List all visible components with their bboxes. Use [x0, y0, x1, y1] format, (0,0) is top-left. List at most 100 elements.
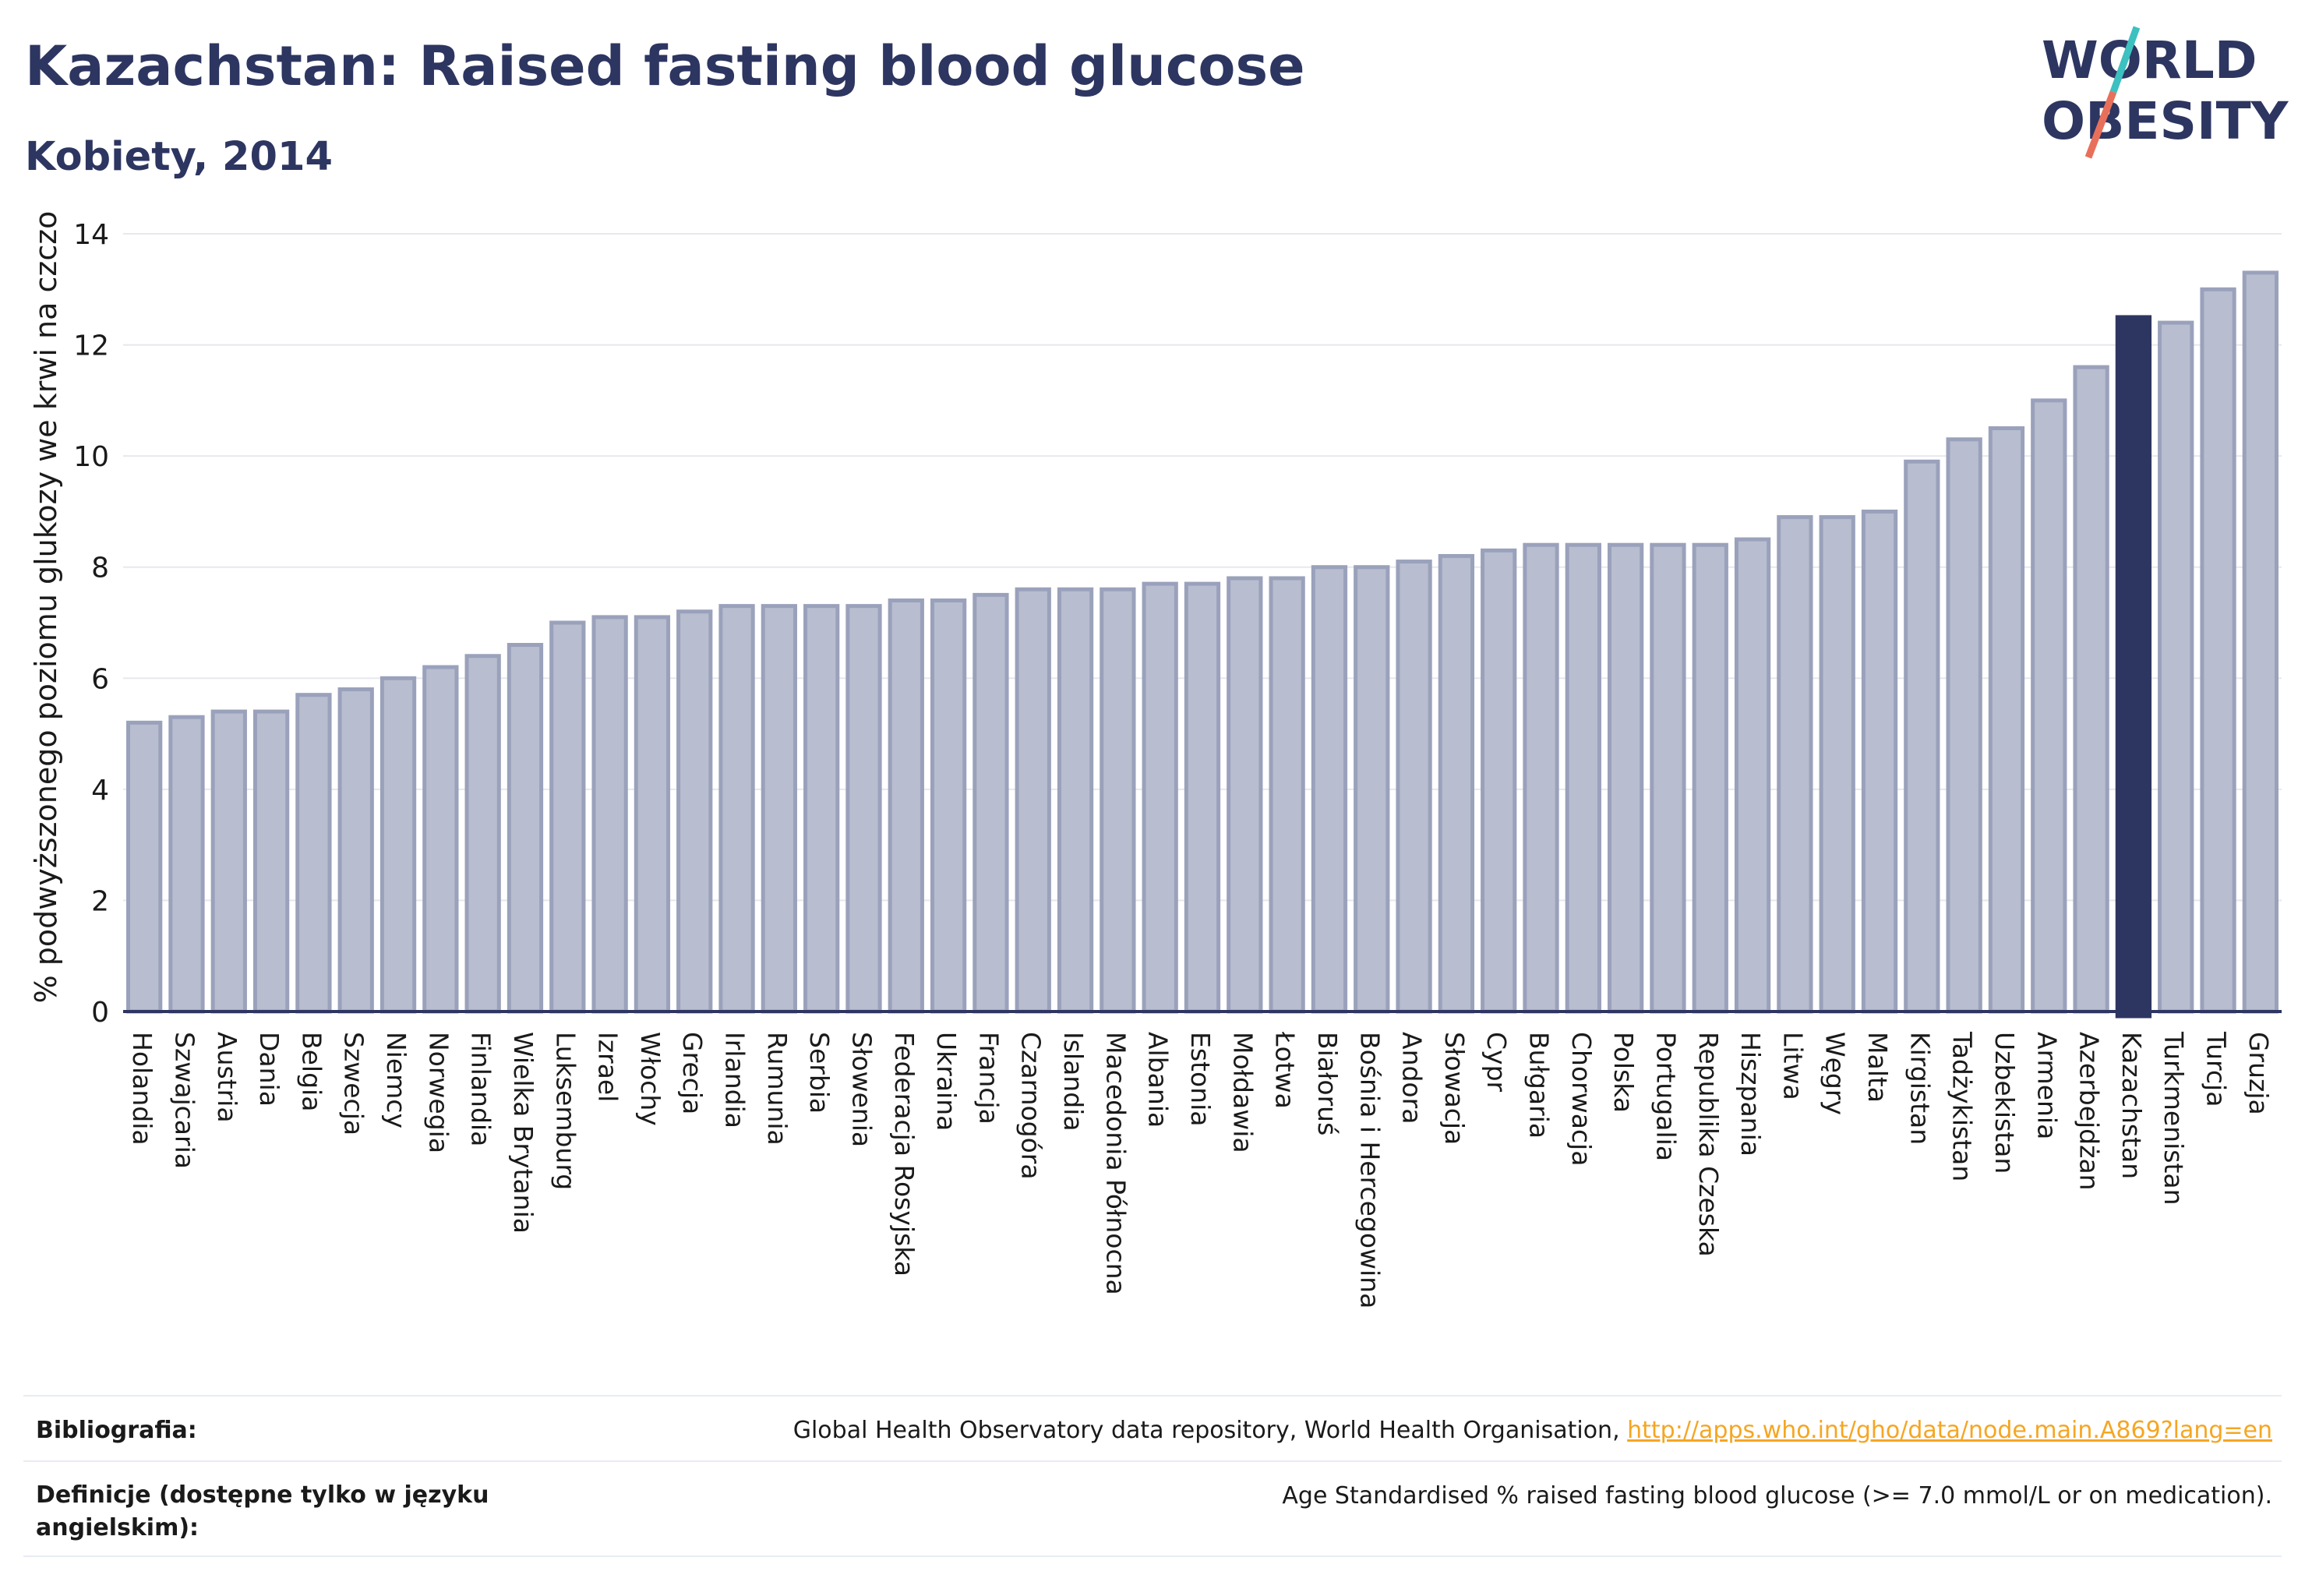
- x-tick-label: Irlandia: [720, 1032, 750, 1128]
- x-tick-label: Cypr: [1481, 1032, 1512, 1093]
- bar[interactable]: [1142, 581, 1178, 1014]
- x-tick-label: Białoruś: [1312, 1032, 1343, 1135]
- bar[interactable]: [1692, 542, 1728, 1014]
- y-tick-label: 8: [91, 553, 109, 584]
- bar[interactable]: [2158, 320, 2194, 1014]
- bar[interactable]: [252, 709, 290, 1014]
- x-tick-label: Łotwa: [1270, 1031, 1301, 1109]
- y-axis-label: % podwyższonego poziomu glukozy we krwi …: [29, 211, 63, 1004]
- x-tick-label: Włochy: [635, 1032, 665, 1126]
- bar[interactable]: [126, 720, 163, 1014]
- x-tick-label: Estonia: [1185, 1032, 1216, 1126]
- x-tick-label: Turkmenistan: [2159, 1031, 2189, 1206]
- x-tick-label: Armenia: [2031, 1032, 2062, 1139]
- bar[interactable]: [1523, 542, 1559, 1014]
- x-tick-label: Niemcy: [381, 1032, 411, 1128]
- x-tick-label: Gruzja: [2243, 1032, 2274, 1115]
- bar[interactable]: [2242, 270, 2279, 1014]
- logo-world-text: WORLD: [2042, 30, 2257, 90]
- y-tick-label: 10: [73, 441, 109, 473]
- bar[interactable]: [1481, 548, 1517, 1014]
- x-tick-label: Słowenia: [846, 1032, 877, 1147]
- bar[interactable]: [337, 687, 374, 1014]
- x-tick-label: Serbia: [804, 1032, 835, 1114]
- bar[interactable]: [930, 598, 967, 1014]
- bar[interactable]: [634, 615, 671, 1014]
- y-tick-label: 14: [73, 219, 109, 251]
- bar[interactable]: [845, 604, 882, 1014]
- bar[interactable]: [168, 715, 205, 1014]
- bar[interactable]: [1777, 515, 1813, 1014]
- bar[interactable]: [1650, 542, 1686, 1014]
- x-tick-label: Izrael: [593, 1032, 623, 1102]
- bar[interactable]: [1946, 437, 1982, 1014]
- bar[interactable]: [1396, 560, 1432, 1014]
- bar[interactable]: [676, 609, 713, 1014]
- bar[interactable]: [972, 592, 1009, 1014]
- bar-highlighted[interactable]: [2115, 315, 2152, 1019]
- bar[interactable]: [718, 604, 755, 1014]
- bar[interactable]: [2200, 287, 2236, 1014]
- bar[interactable]: [1861, 509, 1898, 1014]
- bar[interactable]: [803, 604, 840, 1014]
- bar[interactable]: [761, 604, 798, 1014]
- definitions-text: Age Standardised % raised fasting blood …: [1282, 1482, 2272, 1509]
- bar[interactable]: [1354, 565, 1390, 1014]
- bar[interactable]: [1988, 426, 2025, 1014]
- x-tick-label: Andora: [1397, 1032, 1428, 1124]
- bar[interactable]: [1184, 581, 1221, 1014]
- bar[interactable]: [888, 598, 924, 1014]
- bibliography-text: Global Health Observatory data repositor…: [793, 1417, 2272, 1444]
- y-tick-label: 0: [91, 997, 109, 1029]
- bar[interactable]: [1015, 587, 1051, 1014]
- x-tick-label: Dania: [254, 1032, 284, 1107]
- x-tick-label: Azerbejdżan: [2074, 1032, 2105, 1191]
- bar[interactable]: [1057, 587, 1094, 1014]
- bar[interactable]: [1819, 515, 1855, 1014]
- chart-subtitle: Kobiety, 2014: [25, 134, 333, 180]
- bar[interactable]: [464, 654, 501, 1014]
- x-tick-label: Szwajcaria: [169, 1032, 199, 1169]
- bibliography-link[interactable]: http://apps.who.int/gho/data/node.main.A…: [1627, 1417, 2272, 1444]
- bar[interactable]: [1734, 537, 1771, 1014]
- logo-obesity-text: OBESITY: [2042, 91, 2289, 151]
- x-tick-label: Chorwacja: [1566, 1032, 1597, 1166]
- x-tick-label: Republika Czeska: [1693, 1032, 1724, 1257]
- bar[interactable]: [2073, 365, 2109, 1014]
- definitions-label: Definicje (dostępne tylko w języku angie…: [36, 1481, 489, 1541]
- bar[interactable]: [295, 693, 332, 1014]
- x-tick-label: Bośnia i Hercegowina: [1354, 1032, 1385, 1308]
- bar[interactable]: [1565, 542, 1601, 1014]
- x-tick-label: Kazachstan: [2116, 1032, 2147, 1179]
- bibliography-label: Bibliografia:: [36, 1417, 197, 1444]
- bar[interactable]: [210, 709, 247, 1014]
- x-tick-label: Ukraina: [931, 1032, 962, 1131]
- bar[interactable]: [1227, 576, 1263, 1014]
- bar[interactable]: [1904, 459, 1940, 1014]
- x-tick-label: Tadżykistan: [1947, 1031, 1978, 1181]
- x-tick-label: Wielka Brytania: [508, 1032, 538, 1234]
- bar[interactable]: [507, 643, 544, 1014]
- bar[interactable]: [1100, 587, 1136, 1014]
- x-tick-label: Hiszpania: [1735, 1032, 1766, 1156]
- bar[interactable]: [1269, 576, 1305, 1014]
- x-tick-label: Federacja Rosyjska: [889, 1032, 920, 1276]
- footer-divider-top: [23, 1395, 2282, 1396]
- world-obesity-logo: WORLD OBESITY: [2042, 26, 2289, 159]
- y-tick-label: 12: [73, 330, 109, 362]
- bar[interactable]: [1438, 553, 1475, 1014]
- x-tick-label: Macedonia Północna: [1100, 1032, 1131, 1295]
- bar[interactable]: [2031, 398, 2067, 1014]
- bar[interactable]: [591, 615, 628, 1014]
- footer-divider-middle: [23, 1460, 2282, 1462]
- logo-slash-teal: [2109, 26, 2141, 94]
- bar[interactable]: [422, 665, 459, 1014]
- x-tick-label: Malta: [1862, 1032, 1893, 1103]
- chart-title: Kazachstan: Raised fasting blood glucose: [25, 34, 1305, 98]
- bar[interactable]: [1607, 542, 1644, 1014]
- bar[interactable]: [1311, 565, 1348, 1014]
- bar[interactable]: [379, 676, 417, 1014]
- y-tick-label: 6: [91, 663, 109, 695]
- bar[interactable]: [549, 620, 586, 1014]
- footer-divider-bottom: [23, 1555, 2282, 1557]
